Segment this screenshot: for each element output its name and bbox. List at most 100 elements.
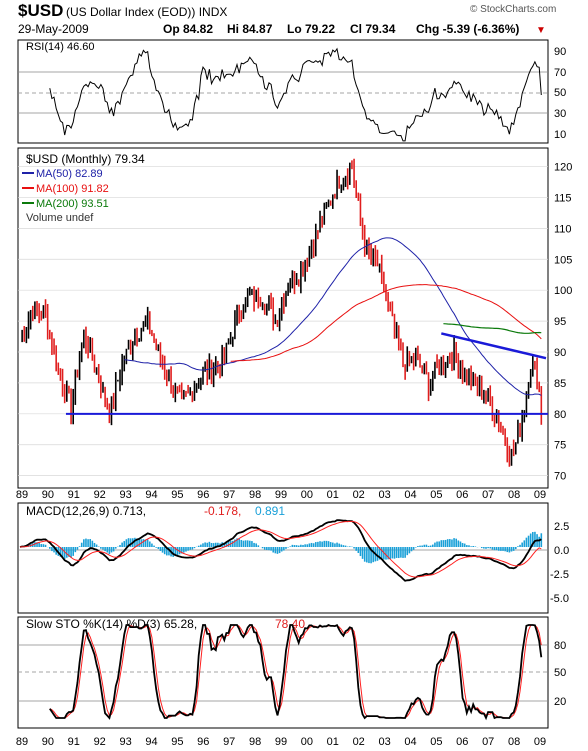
price-tick-label: 120: [554, 162, 572, 174]
macd-hist-bar: [485, 547, 487, 549]
x-axis-label: 95: [171, 489, 183, 501]
ma50-line: [124, 237, 542, 396]
quote-open: Op 84.82: [163, 22, 213, 36]
macd-hist-bar: [76, 547, 79, 550]
macd-hist-bar: [370, 547, 372, 564]
macd-hist-bar: [342, 545, 345, 547]
macd-tick: -5.0: [550, 593, 569, 605]
macd-hist-bar: [155, 547, 157, 548]
macd-hist-bar: [489, 547, 492, 549]
macd-hist-bar: [240, 539, 243, 547]
macd-hist-bar: [402, 547, 404, 558]
macd-hist-bar: [180, 547, 183, 554]
price-tick-label: 105: [554, 254, 572, 266]
price-panel: 120 115 110 105 100 95 90 85 80 75 70 $USD (Monthl…: [17, 147, 572, 489]
macd-hist-bar: [429, 545, 432, 547]
macd-tick: 2.5: [554, 521, 569, 533]
macd-hist-bar: [212, 543, 215, 547]
macd-hist-bar: [397, 547, 400, 559]
macd-hist-bar: [210, 542, 213, 547]
macd-hist-bar: [72, 547, 74, 556]
symbol-name: (US Dollar Index (EOD)) INDX: [66, 5, 227, 19]
quote-close: Cl 79.34: [350, 22, 396, 36]
macd-hist-bar: [421, 545, 423, 547]
macd-hist-bar: [404, 547, 406, 558]
macd-hist-bar: [325, 540, 328, 547]
macd-hist-bar: [161, 547, 164, 553]
macd-hist-bar: [419, 545, 421, 547]
x-axis-label: 99: [275, 489, 287, 501]
macd-hist-bar: [483, 547, 485, 549]
macd-hist-bar: [104, 547, 106, 552]
x-axis-label: 05: [430, 736, 442, 748]
macd-hist-bar: [359, 547, 362, 557]
macd-hist-bar: [472, 546, 475, 547]
x-axis-label: 95: [171, 736, 183, 748]
macd-hist-bar: [506, 547, 509, 553]
macd-hist-bar: [112, 547, 115, 552]
macd-hist-bar: [408, 547, 411, 554]
macd-hist-bar: [257, 545, 260, 547]
macd-hist-bar: [395, 547, 398, 558]
macd-hist-bar: [59, 547, 62, 557]
macd-hist-bar: [521, 542, 523, 547]
macd-hist-bar: [327, 541, 330, 547]
macd-hist-bar: [308, 543, 311, 547]
quote-high: Hi 84.87: [227, 22, 273, 36]
x-axis-label: 04: [404, 736, 416, 748]
macd-hist-bar: [87, 539, 89, 547]
macd-hist-bar: [393, 547, 396, 559]
x-axis-label: 99: [275, 736, 287, 748]
macd-hist-bar: [517, 546, 519, 547]
macd-hist-bar: [189, 547, 192, 550]
macd-hist-bar: [297, 545, 300, 547]
macd-hist-bar: [204, 542, 206, 547]
macd-hist-bar: [148, 541, 151, 547]
macd-line: [19, 519, 542, 582]
macd-hist-bar: [493, 547, 496, 551]
macd-tick: -2.5: [550, 569, 569, 581]
macd-hist-bar: [427, 545, 430, 547]
x-axis-label: 89: [16, 489, 28, 501]
macd-hist-bar: [368, 547, 370, 564]
macd-hist-bar: [510, 547, 513, 552]
macd-hist-bar: [276, 547, 279, 554]
x-axis-label: 89: [16, 736, 28, 748]
x-axis-label: 01: [327, 736, 339, 748]
macd-hist-bar: [85, 538, 87, 547]
macd-hist-bar: [114, 547, 117, 549]
macd-hist-bar: [102, 547, 104, 550]
x-axis-label: 01: [327, 489, 339, 501]
ma50-legend: MA(50) 82.89: [36, 168, 103, 180]
macd-hist-bar: [372, 547, 375, 563]
rsi-tick: 90: [554, 46, 566, 58]
macd-hist-bar: [187, 547, 189, 551]
x-axis-label: 07: [482, 489, 494, 501]
macd-hist-bar: [168, 547, 170, 556]
macd-hist-bar: [431, 544, 434, 547]
rsi-tick: 50: [554, 87, 566, 99]
macd-hist-bar: [125, 539, 128, 547]
macd-hist-bar: [523, 540, 526, 547]
macd-signal-line: [19, 520, 542, 578]
macd-hist-bar: [329, 542, 332, 547]
macd-hist-bar: [468, 545, 470, 547]
macd-hist-bar: [176, 547, 179, 556]
macd-hist-bar: [534, 531, 536, 547]
x-axis-label: 03: [378, 489, 390, 501]
macd-hist-bar: [48, 547, 51, 549]
macd-hist-bar: [338, 543, 340, 547]
macd-hist-bar: [110, 547, 113, 553]
macd-hist-bar: [61, 547, 64, 559]
macd-hist-bar: [291, 544, 294, 547]
macd-hist-bar: [66, 547, 68, 558]
macd-hist-bar: [355, 547, 357, 551]
macd-hist-bar: [502, 547, 504, 551]
macd-hist-bar: [391, 547, 394, 559]
price-tick-label: 70: [554, 471, 566, 483]
macd-hist-bar: [312, 543, 315, 547]
quote-change: Chg -5.39 (-6.36%): [416, 22, 519, 36]
macd-hist-bar: [127, 538, 130, 547]
macd-hist-bar: [263, 547, 266, 550]
macd-hist-bar: [272, 547, 275, 553]
